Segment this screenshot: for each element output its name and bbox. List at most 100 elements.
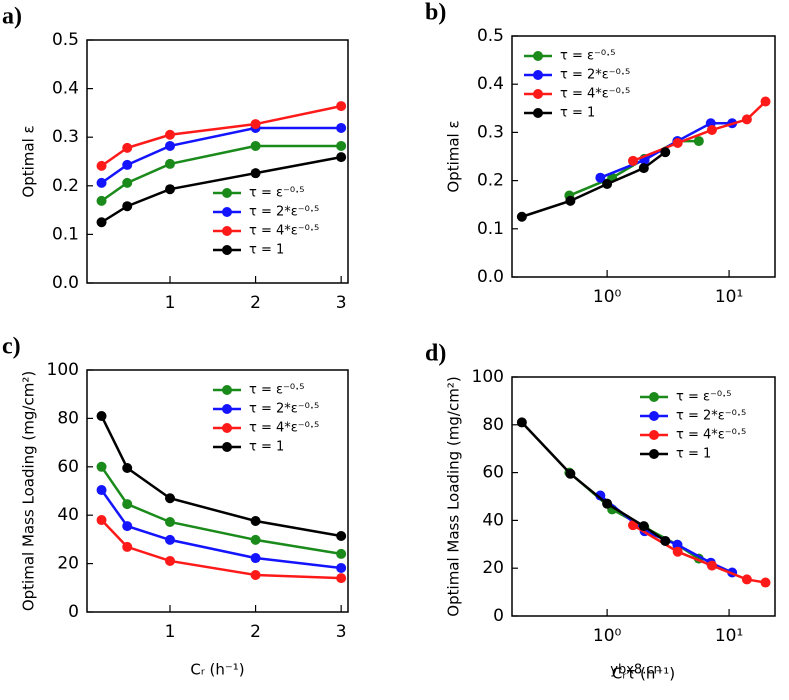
series-line [100, 126, 342, 184]
point [336, 101, 347, 112]
legend-marker [222, 245, 232, 255]
point [165, 493, 176, 504]
point [122, 463, 133, 474]
point [336, 531, 347, 542]
point [165, 129, 176, 140]
point [96, 177, 107, 188]
point [250, 553, 261, 564]
legend-marker [533, 108, 543, 118]
legend-marker [649, 392, 659, 402]
point [122, 159, 133, 170]
legend-label: τ = 2*ε⁻⁰·⁵ [560, 68, 630, 83]
y-tick-label: 0.0 [52, 273, 79, 293]
legend-label: τ = 2*ε⁻⁰·⁵ [249, 402, 319, 417]
point [165, 516, 176, 527]
legend-marker [533, 89, 543, 99]
x-tick-label: 10⁰ [593, 287, 622, 307]
x-tick-label: 3 [336, 622, 347, 642]
legend-label: τ = 1 [560, 106, 595, 121]
point [565, 195, 576, 206]
x-tick-label: 10¹ [715, 626, 743, 646]
panel-label: a) [2, 4, 22, 30]
point [706, 124, 717, 135]
plot-frame [511, 35, 776, 278]
panel-label: c) [2, 334, 21, 360]
point [250, 140, 261, 151]
legend-marker [649, 449, 659, 459]
point [336, 152, 347, 163]
y-axis-label: Optimal Mass Loading (mg/cm²) [20, 371, 38, 611]
series-line [632, 100, 767, 162]
y-tick-label: 100 [472, 367, 504, 387]
point [165, 140, 176, 151]
y-axis-label: Optimal ε [445, 120, 463, 192]
y-tick-label: 0 [68, 602, 79, 622]
y-tick-label: 40 [482, 510, 504, 530]
point [595, 490, 606, 501]
legend-marker [222, 404, 232, 414]
y-tick-label: 20 [482, 558, 504, 578]
point [706, 560, 717, 571]
point [165, 184, 176, 195]
point [672, 138, 683, 149]
legend-label: τ = ε⁻⁰·⁵ [676, 390, 731, 405]
legend-label: τ = 2*ε⁻⁰·⁵ [249, 205, 319, 220]
point [336, 122, 347, 133]
point [516, 211, 527, 222]
point [565, 468, 576, 479]
point [516, 417, 527, 428]
point [250, 119, 261, 130]
point [250, 516, 261, 527]
legend-marker [222, 188, 232, 198]
point [638, 521, 649, 532]
plot-frame [86, 369, 349, 613]
legend-marker [649, 411, 659, 421]
legend-label: τ = 1 [676, 447, 711, 462]
point [122, 521, 133, 532]
legend-label: τ = 4*ε⁻⁰·⁵ [249, 224, 319, 239]
y-tick-label: 0.3 [52, 127, 79, 147]
legend-label: τ = 4*ε⁻⁰·⁵ [676, 428, 746, 443]
legend-label: τ = ε⁻⁰·⁵ [560, 49, 615, 64]
panel-label: b) [425, 0, 446, 26]
x-tick-label: 3 [336, 293, 347, 313]
point [741, 574, 752, 585]
point [165, 555, 176, 566]
plot-frame [511, 376, 776, 617]
legend-marker [222, 385, 232, 395]
point [336, 140, 347, 151]
point [760, 96, 771, 107]
point [122, 499, 133, 510]
x-tick-label: 10⁰ [593, 626, 622, 646]
point [760, 577, 771, 588]
y-tick-label: 40 [57, 505, 79, 525]
point [250, 569, 261, 580]
y-axis-label: Optimal Mass Loading (mg/cm²) [445, 376, 463, 616]
legend-label: τ = ε⁻⁰·⁵ [249, 186, 304, 201]
point [96, 410, 107, 421]
x-tick-label: 1 [165, 622, 176, 642]
point [595, 172, 606, 183]
legend-marker [533, 51, 543, 61]
y-tick-label: 0.5 [477, 26, 504, 46]
point [165, 158, 176, 169]
point [96, 485, 107, 496]
y-tick-label: 0.1 [52, 224, 79, 244]
legend-label: τ = 1 [249, 440, 284, 455]
point [741, 114, 752, 125]
x-tick-label: 10¹ [715, 287, 743, 307]
point [122, 177, 133, 188]
point [250, 534, 261, 545]
point [336, 573, 347, 584]
y-tick-label: 0.2 [52, 176, 79, 196]
point [693, 136, 704, 147]
y-tick-label: 0 [493, 606, 504, 626]
legend-marker [222, 442, 232, 452]
point [122, 201, 133, 212]
y-tick-label: 0.4 [52, 79, 79, 99]
x-axis-label: Cᵣτ (h⁻¹) [612, 665, 675, 683]
legend-marker [222, 226, 232, 236]
y-tick-label: 0.4 [477, 74, 504, 94]
series-line [568, 139, 699, 197]
